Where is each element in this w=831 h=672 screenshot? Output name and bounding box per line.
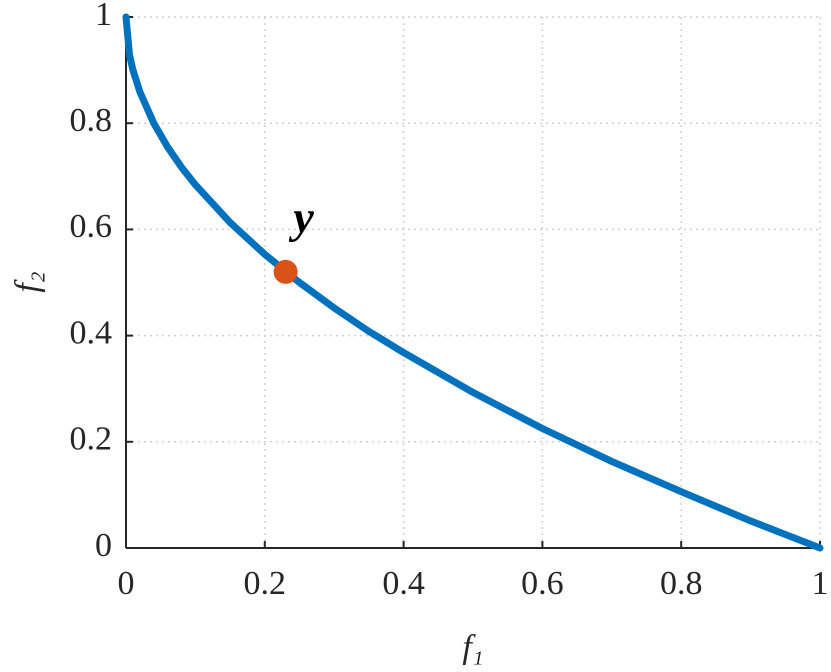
y-tick-label: 0: [95, 527, 112, 564]
y-tick-label: 0.2: [70, 421, 113, 458]
y-tick-label: 0.6: [70, 208, 113, 245]
pareto-curve: [122, 13, 824, 552]
x-axis-label: f₁: [462, 629, 483, 666]
point: [273, 259, 298, 284]
y-tick-label: 0.4: [70, 314, 113, 351]
x-tick-label: 0.8: [660, 565, 703, 602]
point-label: y: [288, 191, 314, 242]
x-tick-label: 0.2: [244, 565, 287, 602]
y-tick-label: 1: [95, 0, 112, 33]
y-tick-label: 0.8: [70, 102, 113, 139]
x-tick-label: 1: [812, 565, 829, 602]
x-tick-label: 0: [118, 565, 135, 602]
y-axis-label: f₂: [9, 271, 46, 292]
x-tick-label: 0.4: [382, 565, 425, 602]
x-tick-label: 0.6: [521, 565, 564, 602]
